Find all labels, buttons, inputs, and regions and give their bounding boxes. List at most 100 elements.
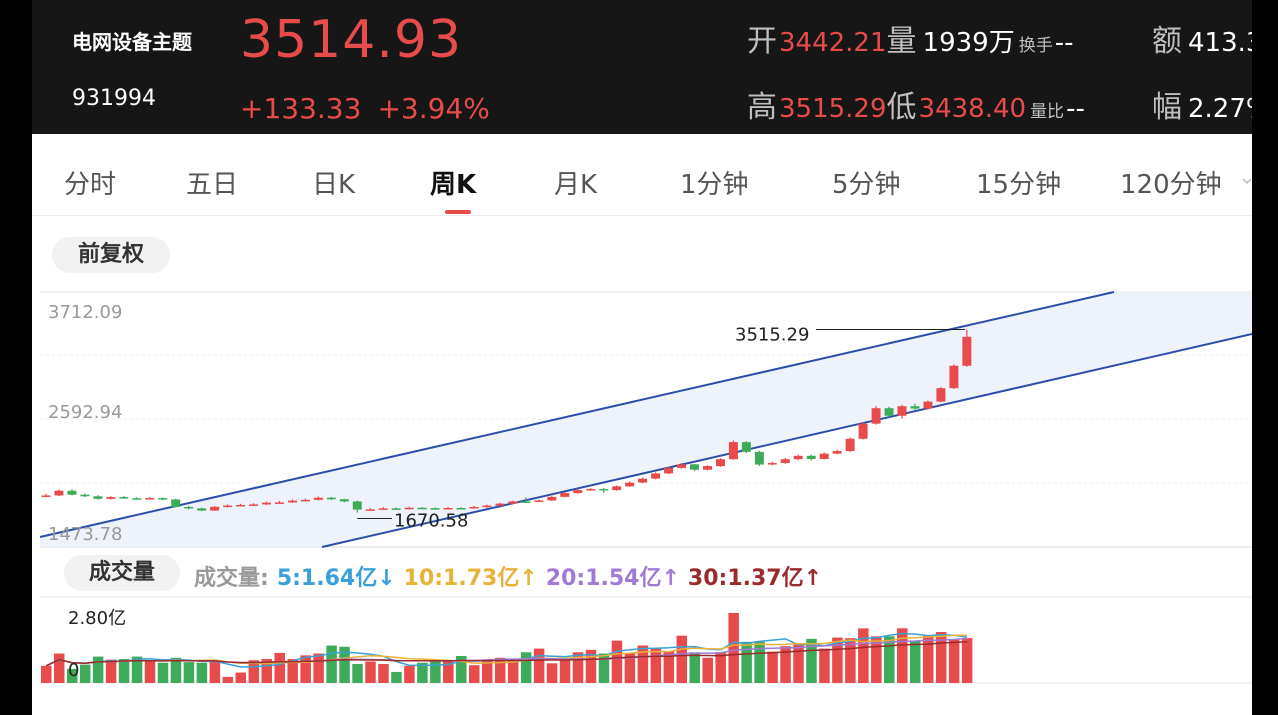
candle-body [93,496,103,499]
volume-ma30: 30:1.37亿↑ [687,566,823,591]
candle-body [210,506,220,511]
candle-body [793,455,803,460]
price-axis-label: 3712.09 [48,302,122,323]
volume-bar [66,668,78,683]
tab-weekly-k[interactable]: 周K [430,170,477,200]
volume-bar [339,646,350,683]
volume-bar [845,638,856,683]
candle-body [365,509,375,511]
volume-bar [209,660,221,683]
candle-body [625,482,635,487]
amplitude-value: 2.27% [1188,94,1252,124]
volume-ratio-label: 量比 [1030,102,1065,122]
tab-intraday[interactable]: 分时 [64,170,117,200]
price-axis-label: 2592.94 [48,402,122,423]
candle-body [378,508,388,510]
kline-chart[interactable]: 3712.09 2592.94 1473.78 3515.29 1670.58 2.80… [32,0,1252,715]
volume-indicator-button[interactable]: 成交量 [64,555,180,591]
candle-body [702,466,712,470]
tab-five-day[interactable]: 五日 [186,170,239,200]
candle-body [871,408,881,424]
volume-bar [144,661,156,683]
candle-body [806,455,816,459]
amount-label: 额 [1152,24,1182,59]
volume-value: 1939万 [922,28,1015,58]
volume-bar [456,655,467,683]
tab-1min[interactable]: 1分钟 [680,170,749,200]
candle-body [339,499,349,502]
volume-bar [170,657,182,683]
volume-bar [858,628,869,683]
volume-bar [157,662,169,683]
volume-bar [637,645,649,683]
quote-amplitude: 幅 2.27% [1152,82,1252,126]
min-price-annotation: 1670.58 [394,511,468,532]
turnover-value: -- [1054,28,1074,58]
candle-body [910,406,920,409]
candle-body [936,388,946,402]
quote-row-open: 开 3442.21 量 1939万 换手 -- [747,16,1073,60]
chevron-down-icon[interactable] [1242,176,1252,186]
volume-bar [793,643,804,683]
volume-bar [261,659,272,683]
volume-bar [365,661,376,683]
candle-body [313,497,323,500]
candle-body [326,497,336,500]
period-tabs: 分时 五日 日K 周K 月K 1分钟 5分钟 15分钟 120分钟 [32,148,1252,216]
adjust-mode-button[interactable]: 前复权 [52,237,170,273]
volume-bar [897,628,908,683]
candle-body [754,451,764,465]
quote-header: 电网设备主题 931994 3514.93 +133.33 +3.94% 开 34… [32,0,1252,134]
candle-body [728,442,738,460]
volume-bar [546,663,558,683]
volume-bar [780,646,791,683]
volume-bar [559,659,571,683]
candle-body [261,502,271,505]
change-value: +133.33 [240,92,362,125]
volume-bar [819,648,830,683]
volume-bar [728,612,739,683]
candle-body [482,505,492,508]
candle-body [145,498,155,500]
tab-5min[interactable]: 5分钟 [832,170,901,200]
volume-bar [754,641,765,683]
candle-body [586,488,596,491]
quote-amount: 额 413.3 [1152,16,1252,60]
volume-bar [41,665,52,683]
volume-bar [118,659,130,683]
candle-body [417,507,427,510]
candle-body [664,467,674,474]
candle-body [197,508,207,511]
volume-bar [287,659,298,683]
candle-body [171,499,181,507]
candle-body [508,501,518,504]
volume-bar [935,632,947,683]
candle-body [534,500,544,502]
tab-15min[interactable]: 15分钟 [976,170,1062,200]
volume-bar [715,652,726,683]
volume-ma10: 10:1.73亿↑ [403,566,538,591]
candle-body [962,336,972,366]
high-value: 3515.29 [779,94,887,124]
volume-bar [313,653,324,683]
volume-bar [663,651,675,683]
volume-bar [689,652,700,683]
candle-body [391,508,401,510]
candle-body [651,473,661,479]
tab-daily-k[interactable]: 日K [312,170,356,200]
volume-axis-zero-label: 0 [68,660,79,681]
candle-body [547,496,557,501]
volume-bar [352,663,363,683]
candle-body [67,490,77,495]
volume-bar [741,641,752,683]
tab-monthly-k[interactable]: 月K [554,170,598,200]
max-price-annotation: 3515.29 [735,325,809,346]
app-window: 电网设备主题 931994 3514.93 +133.33 +3.94% 开 34… [32,0,1252,715]
candle-body [845,438,855,452]
volume-ratio-value: -- [1066,94,1085,124]
volume-bar [404,665,415,683]
candle-body [884,408,894,416]
candle-body [612,486,622,491]
volume-bar [961,638,973,683]
tab-120min[interactable]: 120分钟 [1120,170,1222,200]
